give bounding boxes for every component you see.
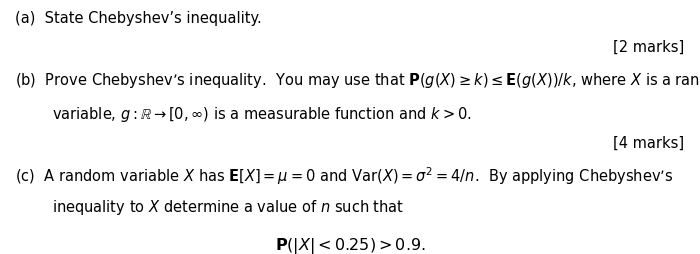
Text: inequality to $X$ determine a value of $n$ such that: inequality to $X$ determine a value of $…	[52, 198, 405, 217]
Text: (a)  State Chebyshev’s inequality.: (a) State Chebyshev’s inequality.	[15, 11, 262, 26]
Text: [4 marks]: [4 marks]	[613, 135, 685, 150]
Text: variable, $g : \mathbb{R} \rightarrow [0, \infty)$ is a measurable function and : variable, $g : \mathbb{R} \rightarrow [0…	[52, 105, 473, 124]
Text: (c)  A random variable $X$ has $\mathbf{E}[X] = \mu = 0$ and $\mathrm{Var}(X) = : (c) A random variable $X$ has $\mathbf{E…	[15, 165, 674, 186]
Text: (b)  Prove Chebyshev’s inequality.  You may use that $\mathbf{P}(g(X) \geq k) \l: (b) Prove Chebyshev’s inequality. You ma…	[15, 71, 700, 90]
Text: [2 marks]: [2 marks]	[613, 39, 685, 54]
Text: $\mathbf{P}(|X| < 0.25) > 0.9.$: $\mathbf{P}(|X| < 0.25) > 0.9.$	[274, 235, 426, 254]
